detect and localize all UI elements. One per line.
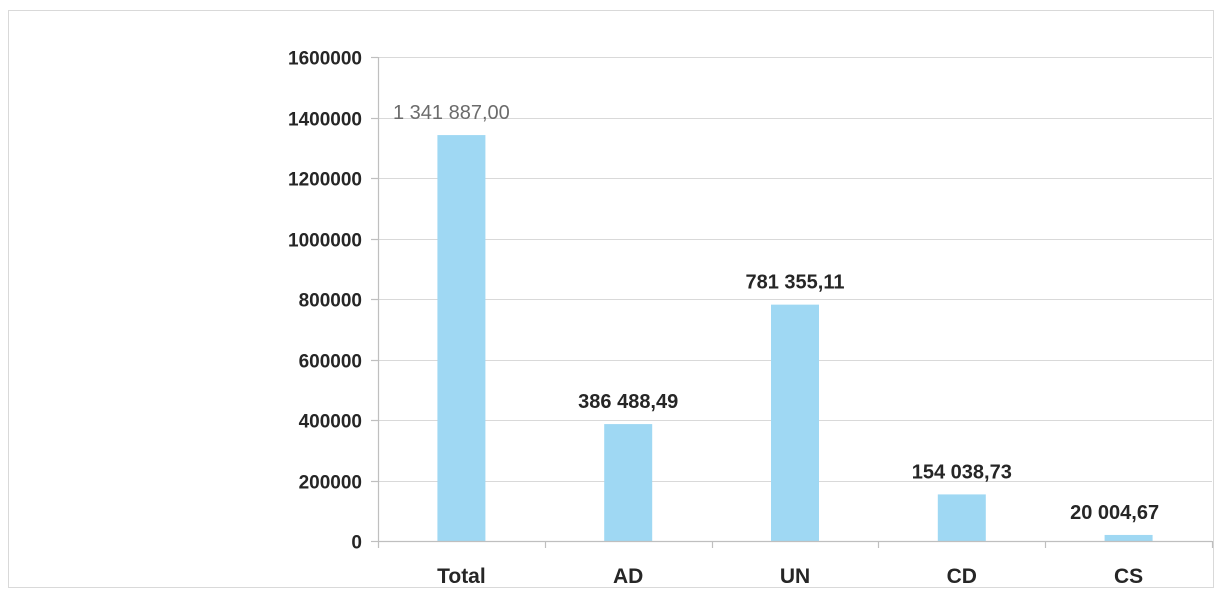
x-tick-label: Total	[437, 565, 486, 588]
labels: 0 200000 400000 600000 800000 1000000 1200000 1…	[288, 49, 1159, 589]
x-tick-label: UN	[780, 565, 810, 588]
bar-cs	[1104, 534, 1153, 541]
axes	[371, 56, 1214, 548]
bar-total	[437, 135, 486, 542]
y-tick-label: 400000	[299, 412, 362, 433]
y-tick-label: 600000	[299, 352, 362, 373]
data-label-ad: 386 488,49	[578, 391, 678, 413]
data-label-cs: 20 004,67	[1070, 502, 1159, 524]
bar-un	[771, 304, 819, 541]
data-label-total: 1 341 887,00	[393, 102, 510, 124]
y-tick-label: 1000000	[288, 231, 362, 252]
bars	[437, 135, 1153, 542]
data-label-cd: 154 038,73	[912, 461, 1012, 483]
y-tick-label: 1600000	[288, 49, 362, 70]
y-tick-label: 200000	[299, 473, 362, 494]
y-tick-label: 0	[351, 533, 362, 554]
bar-ad	[604, 424, 653, 541]
x-tick-label: CD	[947, 565, 977, 588]
x-tick-label: CS	[1114, 565, 1143, 588]
x-tick-label: AD	[613, 565, 643, 588]
bar-cd	[937, 494, 986, 541]
data-label-un: 781 355,11	[746, 272, 845, 294]
gridlines	[378, 57, 1212, 482]
y-tick-label: 1400000	[288, 110, 362, 131]
y-tick-label: 800000	[299, 291, 362, 312]
y-tick-label: 1200000	[288, 170, 362, 191]
